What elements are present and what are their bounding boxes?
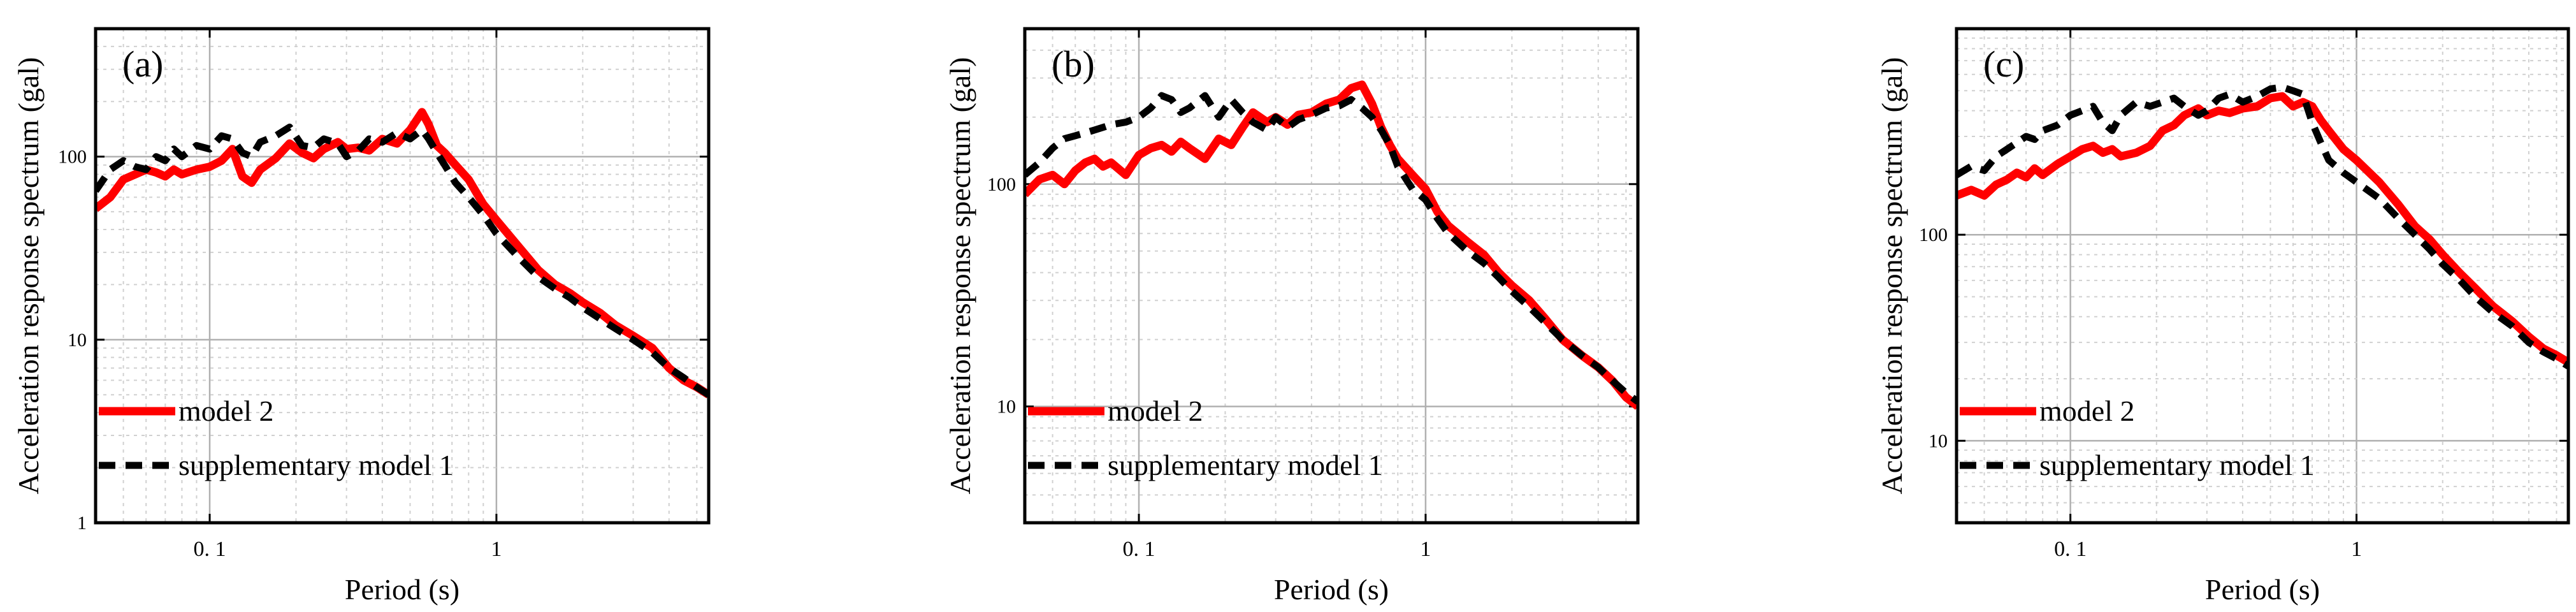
legend-label-supplementary-model-1: supplementary model 1 [2039, 449, 2315, 481]
y-tick-label: 10 [1928, 430, 1948, 451]
y-tick-label: 100 [1919, 224, 1948, 245]
y-tick-label: 1 [77, 513, 87, 534]
chart-panel-b: 0. 1 1 10 100 (b) model 2 supplementary model … [944, 27, 1640, 606]
x-tick-label: 1 [1420, 537, 1431, 561]
x-tick-label: 0. 1 [194, 537, 226, 561]
legend-label-model-2: model 2 [1108, 395, 1203, 427]
x-tick-label: 0. 1 [2054, 537, 2087, 561]
plot-grid [1957, 29, 2568, 523]
series-line-supplementary-model-1 [1025, 92, 1638, 405]
chart-panel-c: 0. 1 1 10 100 (c) model 2 supplementary model … [1876, 27, 2570, 606]
legend-label-model-2: model 2 [2039, 395, 2134, 427]
x-tick-label: 1 [491, 537, 502, 561]
panel-label: (a) [122, 43, 163, 85]
y-axis-label: Acceleration response spectrum (gal) [12, 57, 45, 495]
plot-grid [1025, 29, 1638, 523]
plot-grid [96, 29, 709, 523]
y-tick-label: 10 [997, 397, 1016, 418]
series-group [1025, 80, 1638, 410]
x-axis-label: Period (s) [345, 573, 459, 606]
series-line-supplementary-model-1 [96, 123, 709, 398]
y-tick-label: 100 [58, 147, 87, 168]
series-group [1957, 84, 2568, 370]
y-tick-label: 10 [68, 330, 87, 351]
series-line-model-2 [1957, 92, 2568, 367]
series-line-model-2 [96, 108, 709, 398]
x-tick-label: 1 [2351, 537, 2362, 561]
panel-label: (b) [1052, 43, 1095, 85]
legend-label-supplementary-model-1: supplementary model 1 [1108, 449, 1383, 481]
panel-label: (c) [1983, 43, 2024, 85]
y-axis-label: Acceleration response spectrum (gal) [944, 57, 976, 495]
chart-panel-a: 0. 1 1 1 10 100 (a) model 2 supplementary model… [12, 27, 711, 606]
y-axis-label: Acceleration response spectrum (gal) [1876, 57, 1908, 495]
x-axis-label: Period (s) [1274, 573, 1389, 606]
series-line-model-2 [1025, 80, 1638, 410]
series-line-supplementary-model-1 [1957, 84, 2568, 370]
x-tick-label: 0. 1 [1123, 537, 1155, 561]
plot-frame [1955, 27, 2570, 525]
legend-label-supplementary-model-1: supplementary model 1 [178, 449, 454, 481]
legend-label-model-2: model 2 [178, 395, 273, 427]
plot-frame [94, 27, 711, 525]
plot-frame [1023, 27, 1640, 525]
y-tick-label: 100 [987, 174, 1016, 195]
series-group [96, 108, 709, 398]
x-axis-label: Period (s) [2205, 573, 2320, 606]
